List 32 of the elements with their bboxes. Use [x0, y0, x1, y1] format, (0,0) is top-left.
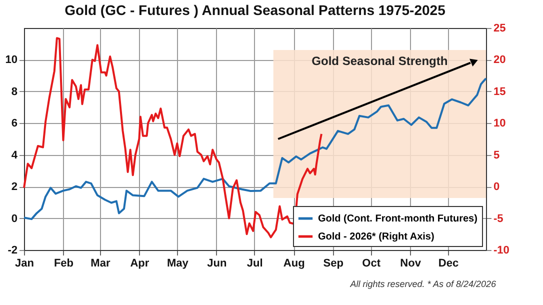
- legend-label: Gold (Cont. Front-month Futures): [318, 214, 478, 224]
- x-tick-label: Sep: [323, 258, 344, 270]
- y2-tick-label: 20: [494, 54, 506, 66]
- x-tick-label: Jun: [207, 258, 227, 270]
- x-tick-label: Mar: [90, 258, 111, 270]
- x-tick-label: Jan: [15, 258, 34, 270]
- x-tick-label: Feb: [54, 258, 74, 270]
- y-tick-label: 4: [11, 149, 18, 162]
- x-tick-label: Dec: [438, 258, 459, 270]
- y-tick-label: -2: [8, 244, 18, 256]
- chart-title: Gold (GC - Futures ) Annual Seasonal Patterns 1975-2025: [64, 2, 446, 18]
- y-tick-label: 2: [11, 181, 18, 194]
- y2-tick-label: 10: [494, 118, 506, 130]
- legend-label: Gold - 2026* (Right Axis): [318, 232, 434, 242]
- y2-tick-label: 25: [494, 22, 506, 34]
- band-label: Gold Seasonal Strength: [312, 54, 448, 68]
- x-tick-label: Aug: [283, 258, 305, 270]
- x-tick-label: Oct: [362, 258, 381, 270]
- x-tick-label: Jul: [246, 258, 263, 270]
- y-tick-label: 8: [11, 86, 18, 98]
- y2-tick-label: -5: [494, 212, 504, 225]
- y2-tick-label: 0: [494, 181, 500, 194]
- y2-tick-label: 5: [494, 149, 500, 162]
- text: All rights reserved. * As of 8/24/2026: [349, 279, 496, 289]
- x-tick-label: May: [166, 258, 190, 270]
- y-tick-label: 10: [5, 54, 18, 66]
- x-tick-label: Apr: [130, 258, 150, 270]
- x-tick-label: Nov: [400, 258, 422, 270]
- y-tick-label: 6: [11, 118, 18, 130]
- y2-tick-label: -10: [494, 244, 510, 256]
- y2-tick-label: 15: [494, 86, 506, 98]
- y-tick-label: 0: [11, 212, 18, 225]
